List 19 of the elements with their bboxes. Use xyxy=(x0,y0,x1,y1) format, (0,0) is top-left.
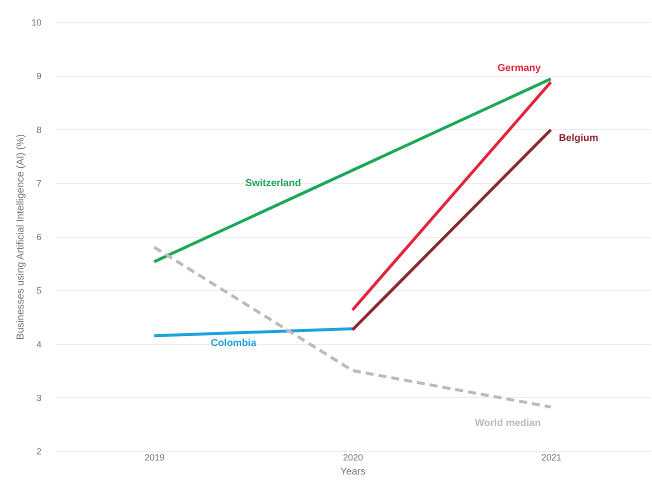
y-tick-label: 3 xyxy=(36,392,42,403)
y-tick-label: 9 xyxy=(36,71,42,82)
series-label: Colombia xyxy=(210,338,257,349)
y-tick-label: 2 xyxy=(36,446,42,456)
series-label: World median xyxy=(474,418,541,430)
y-tick-label: 5 xyxy=(36,286,42,296)
y-tick-label: 10 xyxy=(31,18,42,28)
series-label: Belgium xyxy=(558,132,598,144)
y-tick-label: 8 xyxy=(36,124,42,135)
x-tick-label: 2019 xyxy=(144,452,165,462)
y-tick-label: 4 xyxy=(36,339,42,350)
x-axis-title: Years xyxy=(340,466,366,478)
x-tick-label: 2021 xyxy=(541,452,562,462)
y-tick-label: 6 xyxy=(36,232,42,242)
series-label: Switzerland xyxy=(245,178,301,189)
y-axis-title: Businesses using Artificial Intelligence (AI) (%) xyxy=(15,134,26,340)
y-tick-label: 7 xyxy=(36,178,42,188)
series-label: Germany xyxy=(497,63,542,74)
x-tick-label: 2020 xyxy=(342,452,364,462)
